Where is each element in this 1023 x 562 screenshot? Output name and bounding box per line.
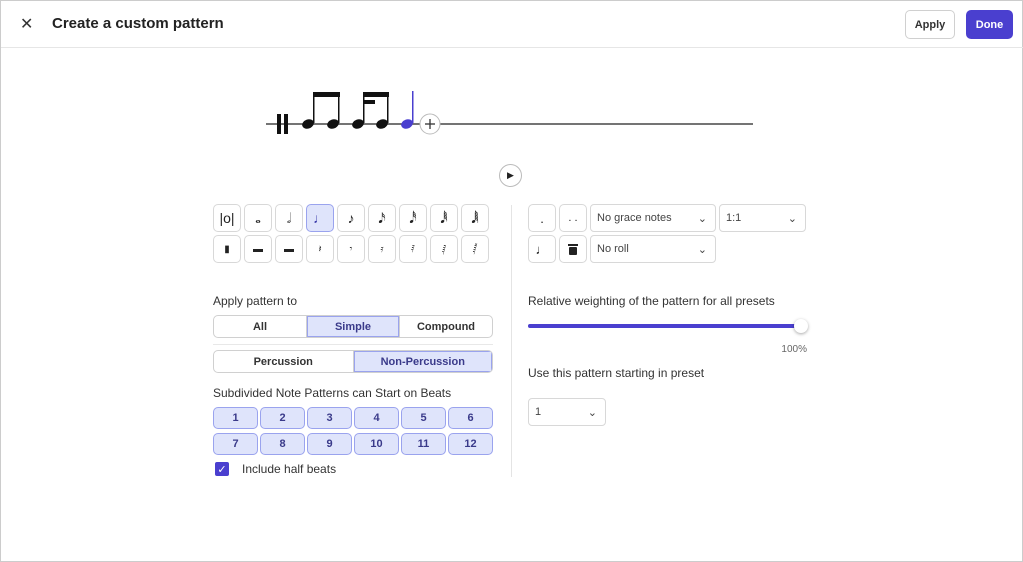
option-percussion[interactable]: Percussion: [214, 351, 354, 372]
double-whole-rest-icon[interactable]: ▮: [213, 235, 241, 263]
beat-button[interactable]: 11: [401, 433, 446, 455]
chevron-down-icon: ⌄: [697, 212, 707, 225]
beat-button[interactable]: 9: [307, 433, 352, 455]
roll-value: No roll: [597, 243, 629, 255]
quarter-rest-icon[interactable]: 𝄽: [306, 235, 334, 263]
slider-fill: [528, 324, 801, 328]
type-segmented: Percussion Non-Percussion: [213, 350, 493, 373]
weighting-label: Relative weighting of the pattern for al…: [528, 294, 775, 308]
half-beats-label: Include half beats: [242, 462, 337, 476]
close-icon[interactable]: ✕: [20, 16, 34, 33]
divider: [511, 205, 512, 477]
weighting-value: 100%: [781, 344, 807, 355]
chevron-down-icon: ⌄: [787, 212, 797, 225]
apply-segmented: All Simple Compound: [213, 315, 493, 338]
preset-value: 1: [535, 406, 542, 418]
option-all[interactable]: All: [214, 316, 307, 337]
duration-grid: |o| 𝅝 𝅗𝅥 ♩ ♪ 𝅘𝅥𝅯 𝅘𝅥𝅰 𝅘𝅥𝅱 𝅘𝅥𝅲 ▮ ▬ ▬ 𝄽 𝄾 𝄿 𝅀 𝅁 𝅂: [213, 204, 489, 263]
roll-dropdown[interactable]: No roll ⌄: [590, 235, 716, 263]
option-non-percussion[interactable]: Non-Percussion: [353, 351, 492, 372]
tie-icon[interactable]: ♩: [528, 235, 556, 263]
slider-handle[interactable]: [794, 319, 808, 333]
preset-label: Use this pattern starting in preset: [528, 366, 705, 380]
whole-rest-icon[interactable]: ▬: [244, 235, 272, 263]
beat-button[interactable]: 1: [213, 407, 258, 429]
staff-notation[interactable]: [261, 86, 761, 141]
play-icon[interactable]: ▶: [499, 164, 522, 187]
preset-dropdown[interactable]: 1 ⌄: [528, 398, 606, 426]
beat-button[interactable]: 8: [260, 433, 305, 455]
beat-button[interactable]: 3: [307, 407, 352, 429]
eighth-icon[interactable]: ♪: [337, 204, 365, 232]
beat-button[interactable]: 10: [354, 433, 399, 455]
weighting-slider[interactable]: [528, 319, 808, 333]
eighth-pair: [302, 92, 340, 129]
page-title: Create a custom pattern: [52, 15, 224, 32]
divider: [213, 344, 493, 345]
half-icon[interactable]: 𝅗𝅥: [275, 204, 303, 232]
64th-icon[interactable]: 𝅘𝅥𝅱: [430, 204, 458, 232]
plus-icon[interactable]: [419, 113, 441, 135]
half-rest-icon[interactable]: ▬: [275, 235, 303, 263]
done-button[interactable]: Done: [966, 10, 1013, 39]
beat-button[interactable]: 12: [448, 433, 493, 455]
apply-button[interactable]: Apply: [905, 10, 955, 39]
beats-grid: 1 2 3 4 5 6 7 8 9 10 11 12: [213, 407, 493, 455]
beats-label: Subdivided Note Patterns can Start on Be…: [213, 386, 452, 400]
percussion-clef: [277, 114, 281, 134]
chevron-down-icon: ⌄: [697, 243, 707, 256]
selected-quarter-note: [401, 91, 414, 129]
apply-label: Apply pattern to: [213, 294, 298, 308]
sixteenth-icon[interactable]: 𝅘𝅥𝅯: [368, 204, 396, 232]
grace-value: No grace notes: [597, 212, 672, 224]
tuplet-value: 1:1: [726, 212, 742, 224]
128th-rest-icon[interactable]: 𝅂: [461, 235, 489, 263]
64th-rest-icon[interactable]: 𝅁: [430, 235, 458, 263]
sixteenth-rest-icon[interactable]: 𝄿: [368, 235, 396, 263]
128th-icon[interactable]: 𝅘𝅥𝅲: [461, 204, 489, 232]
32nd-rest-icon[interactable]: 𝅀: [399, 235, 427, 263]
double-whole-icon[interactable]: |o|: [213, 204, 241, 232]
option-simple[interactable]: Simple: [307, 316, 400, 337]
eighth-sixteenth-pair: [352, 92, 389, 129]
whole-icon[interactable]: 𝅝: [244, 204, 272, 232]
chevron-down-icon: ⌄: [587, 406, 597, 419]
quarter-icon[interactable]: ♩: [306, 204, 334, 232]
32nd-icon[interactable]: 𝅘𝅥𝅰: [399, 204, 427, 232]
beat-button[interactable]: 5: [401, 407, 446, 429]
option-compound[interactable]: Compound: [416, 320, 476, 333]
beat-button[interactable]: 2: [260, 407, 305, 429]
beat-button[interactable]: 4: [354, 407, 399, 429]
dot-button[interactable]: .: [528, 204, 556, 232]
double-dot-button[interactable]: . .: [559, 204, 587, 232]
trash-icon[interactable]: [559, 235, 587, 263]
header: ✕ Create a custom pattern Apply Done: [1, 1, 1023, 48]
beat-button[interactable]: 6: [448, 407, 493, 429]
grace-notes-dropdown[interactable]: No grace notes ⌄: [590, 204, 716, 232]
half-beats-checkbox[interactable]: ✓: [215, 462, 229, 476]
tuplet-dropdown[interactable]: 1:1 ⌄: [719, 204, 806, 232]
eighth-rest-icon[interactable]: 𝄾: [337, 235, 365, 263]
beat-button[interactable]: 7: [213, 433, 258, 455]
